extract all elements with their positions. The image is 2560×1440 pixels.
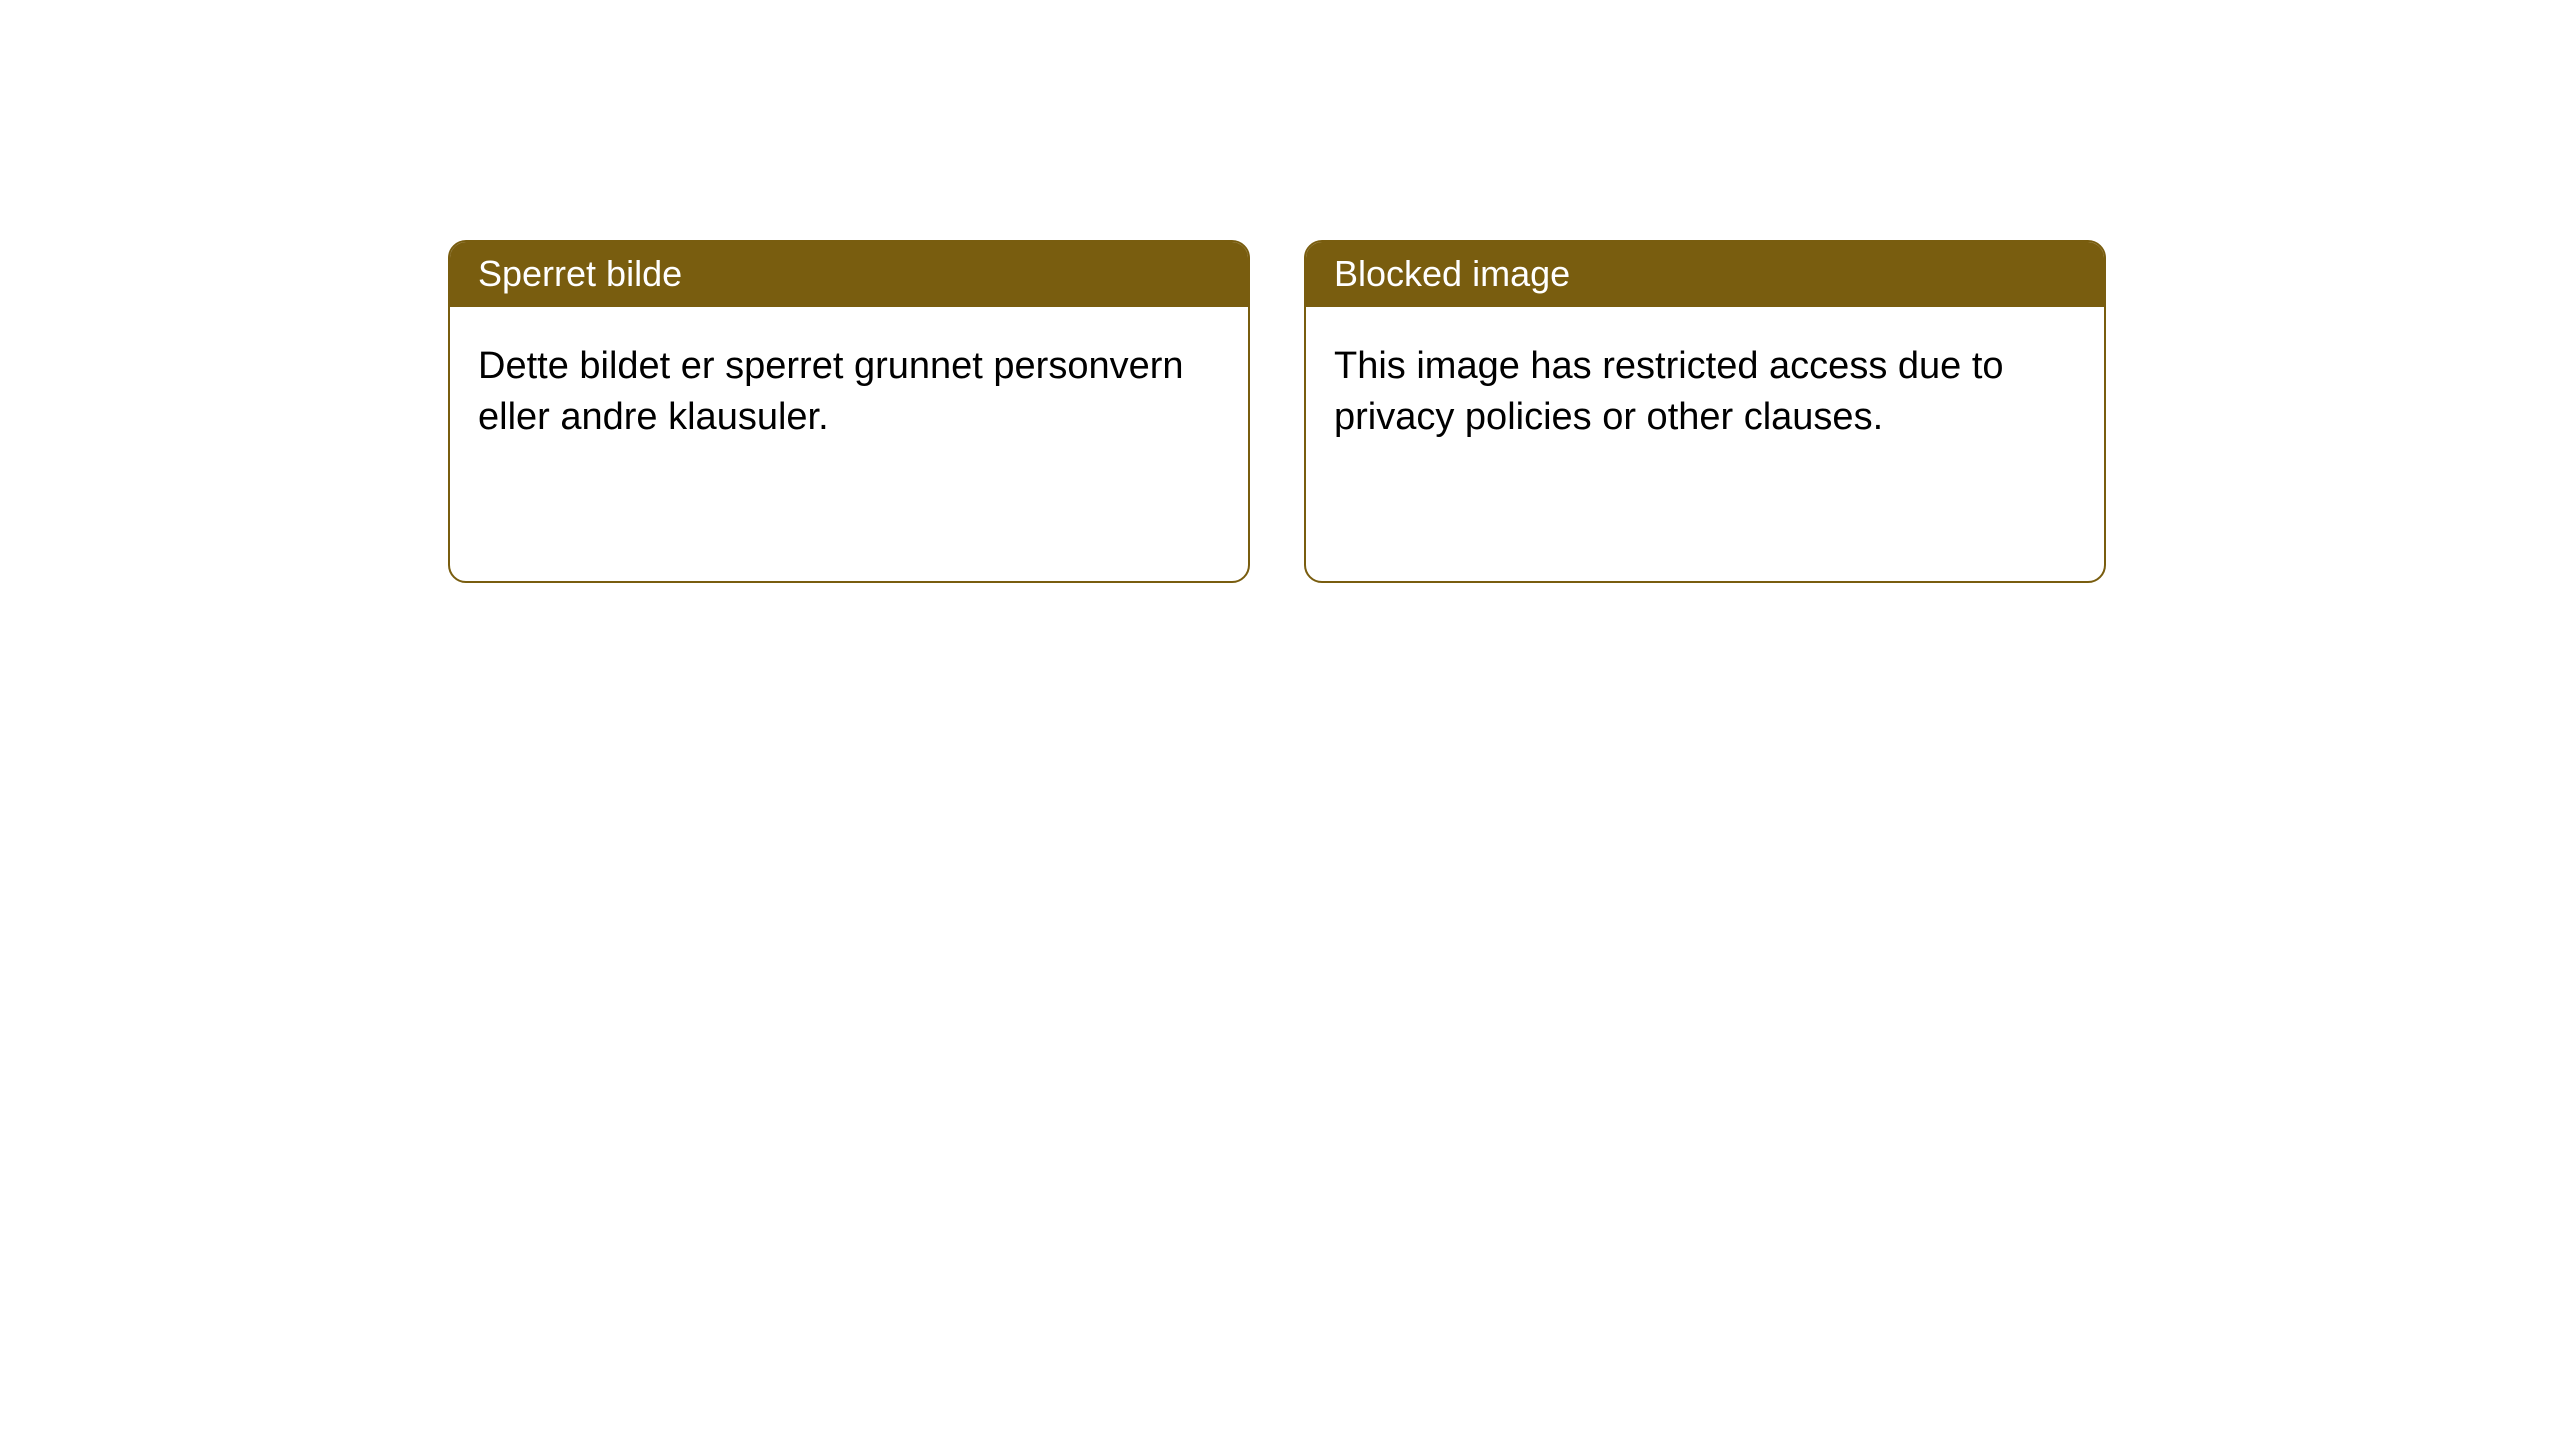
- notice-header-english: Blocked image: [1306, 242, 2104, 307]
- notice-card-english: Blocked image This image has restricted …: [1304, 240, 2106, 583]
- notice-header-norwegian: Sperret bilde: [450, 242, 1248, 307]
- notice-body-english: This image has restricted access due to …: [1306, 307, 2104, 581]
- notice-body-norwegian: Dette bildet er sperret grunnet personve…: [450, 307, 1248, 581]
- notice-card-norwegian: Sperret bilde Dette bildet er sperret gr…: [448, 240, 1250, 583]
- notice-container: Sperret bilde Dette bildet er sperret gr…: [0, 0, 2560, 583]
